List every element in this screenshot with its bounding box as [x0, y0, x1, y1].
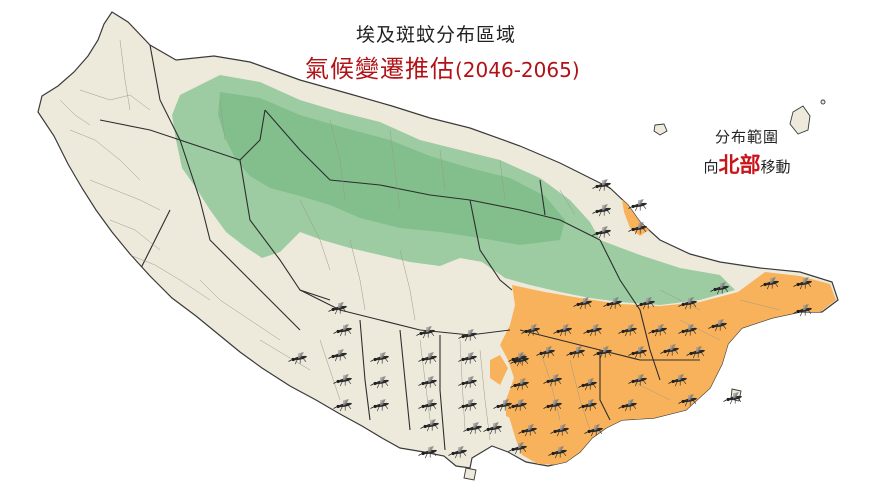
subtitle-years: (2046-2065) — [455, 58, 580, 82]
map-title: 埃及斑蚊分布區域 — [356, 24, 517, 46]
subtitle-main: 氣候變遷推估 — [305, 55, 455, 83]
note-line-2: 向北部移動 — [672, 149, 822, 179]
distribution-note: 分布範圍 向北部移動 — [672, 126, 822, 179]
note-accent: 北部 — [718, 153, 761, 177]
note-suffix: 移動 — [760, 158, 791, 176]
map-subtitle: 氣候變遷推估(2046-2065) — [305, 49, 580, 84]
distribution-area-west-patch — [490, 355, 508, 385]
mountain-highlands — [218, 92, 565, 245]
note-prefix: 向 — [703, 158, 719, 176]
distribution-area-south — [500, 272, 836, 465]
note-line-1: 分布範圍 — [714, 128, 779, 146]
